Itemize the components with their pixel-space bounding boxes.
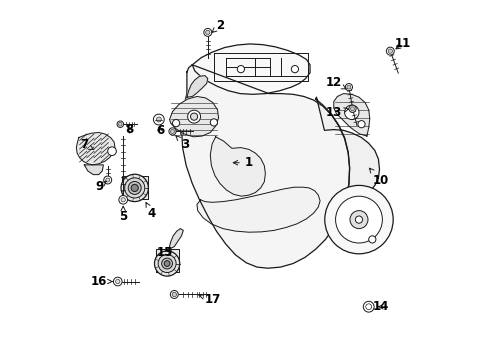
Circle shape: [345, 84, 352, 91]
Circle shape: [187, 110, 200, 123]
Circle shape: [172, 292, 176, 297]
Circle shape: [172, 120, 179, 127]
Text: 9: 9: [96, 180, 106, 193]
Polygon shape: [333, 94, 369, 136]
Text: 2: 2: [212, 19, 224, 32]
Circle shape: [118, 122, 122, 126]
Polygon shape: [84, 165, 103, 175]
Text: 11: 11: [394, 37, 410, 50]
Circle shape: [203, 28, 211, 36]
Circle shape: [205, 30, 209, 35]
Circle shape: [168, 128, 176, 135]
Text: 4: 4: [146, 203, 155, 220]
Circle shape: [237, 66, 244, 73]
Circle shape: [170, 291, 178, 298]
Circle shape: [346, 85, 350, 89]
Text: 7: 7: [80, 138, 94, 151]
Circle shape: [121, 174, 148, 202]
Text: 15: 15: [156, 246, 172, 259]
Circle shape: [117, 121, 123, 127]
Polygon shape: [168, 229, 183, 249]
Circle shape: [357, 121, 365, 128]
Circle shape: [154, 251, 179, 276]
Text: 8: 8: [125, 123, 133, 136]
Text: 10: 10: [368, 168, 388, 187]
Polygon shape: [315, 97, 379, 200]
Polygon shape: [210, 137, 265, 196]
Polygon shape: [181, 65, 349, 268]
Circle shape: [113, 277, 122, 286]
Text: 12: 12: [325, 76, 346, 89]
Circle shape: [156, 117, 161, 122]
Circle shape: [365, 304, 371, 310]
Circle shape: [344, 105, 358, 120]
Circle shape: [158, 255, 176, 273]
Circle shape: [365, 304, 371, 310]
Circle shape: [348, 105, 355, 112]
Circle shape: [355, 216, 362, 223]
Circle shape: [349, 211, 367, 229]
Text: 14: 14: [372, 300, 388, 313]
Polygon shape: [156, 249, 179, 272]
Text: 1: 1: [233, 156, 252, 169]
Circle shape: [210, 119, 217, 126]
Circle shape: [103, 176, 111, 184]
Circle shape: [131, 184, 138, 192]
Circle shape: [119, 195, 127, 204]
Circle shape: [324, 185, 392, 254]
Circle shape: [386, 47, 393, 55]
Text: 3: 3: [176, 136, 189, 151]
Circle shape: [291, 66, 298, 73]
Circle shape: [387, 49, 392, 53]
Circle shape: [350, 107, 354, 111]
Text: 17: 17: [199, 293, 221, 306]
Circle shape: [164, 261, 170, 266]
Circle shape: [190, 113, 197, 120]
Circle shape: [363, 301, 373, 312]
Circle shape: [107, 147, 116, 156]
Circle shape: [121, 198, 125, 202]
Circle shape: [115, 279, 120, 284]
Polygon shape: [197, 187, 320, 232]
Polygon shape: [169, 96, 218, 137]
Circle shape: [368, 236, 375, 243]
Circle shape: [105, 178, 109, 182]
Circle shape: [170, 130, 174, 133]
Polygon shape: [122, 176, 148, 199]
Circle shape: [335, 196, 382, 243]
Circle shape: [153, 114, 164, 125]
Polygon shape: [186, 76, 207, 97]
Circle shape: [128, 181, 141, 194]
Circle shape: [124, 178, 144, 198]
Text: 6: 6: [156, 124, 163, 137]
Polygon shape: [192, 44, 309, 94]
Polygon shape: [76, 132, 115, 165]
Circle shape: [162, 258, 172, 269]
Text: 5: 5: [119, 206, 127, 223]
Text: 16: 16: [90, 275, 112, 288]
Text: 13: 13: [325, 106, 348, 119]
